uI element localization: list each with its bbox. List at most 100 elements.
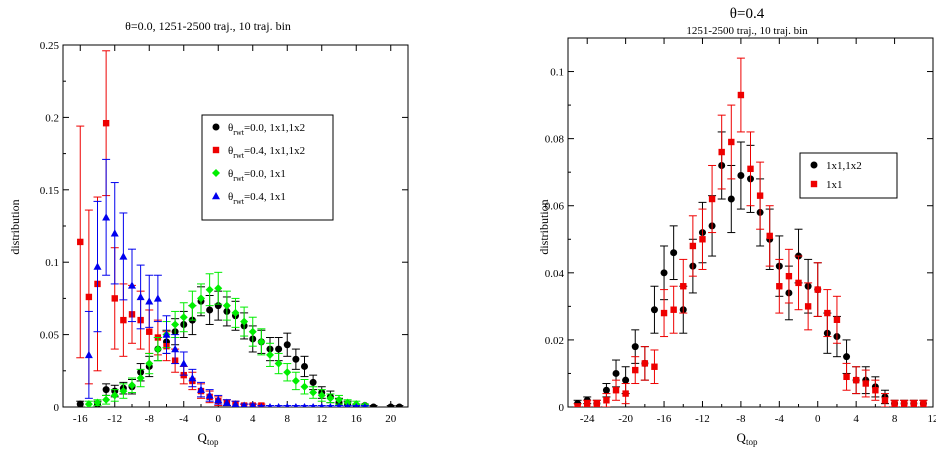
chart-left-data-point bbox=[285, 403, 290, 407]
chart-left-data-point bbox=[266, 350, 274, 359]
chart-left-series-3 bbox=[84, 158, 369, 407]
chart-left-legend-label-pre: θ bbox=[228, 168, 233, 180]
chart-right-data-point bbox=[622, 376, 630, 384]
chart-right-data-point bbox=[727, 195, 735, 203]
chart-left-legend-label-sub: rwt bbox=[233, 128, 244, 137]
chart-left-xtick-label: 16 bbox=[351, 413, 363, 425]
chart-left-data-point bbox=[302, 403, 307, 407]
chart-right-xtick-label: -12 bbox=[695, 413, 710, 425]
chart-left-data-point bbox=[362, 403, 368, 407]
chart-left-legend-marker bbox=[212, 146, 220, 154]
chart-left-data-point bbox=[110, 229, 119, 237]
chart-left-legend-label-text: =0.0, 1x1,1x2 bbox=[244, 122, 305, 134]
chart-left-xtick-label: 4 bbox=[250, 413, 256, 425]
chart-left-data-point bbox=[153, 345, 162, 354]
chart-left: θ=0.0, 1251-2500 traj., 10 traj. bin -16… bbox=[8, 19, 409, 447]
chart-right-data-point bbox=[708, 195, 716, 203]
chart-left-xtick-label: 0 bbox=[216, 413, 222, 425]
chart-right-data-point bbox=[612, 369, 620, 377]
chart-left-series-2 bbox=[84, 271, 369, 407]
chart-left-data-point bbox=[162, 330, 171, 338]
chart-left-data-point bbox=[335, 395, 343, 404]
chart-right-data-point bbox=[862, 380, 869, 387]
chart-left-data-point bbox=[136, 374, 145, 383]
chart-right-data-point bbox=[680, 283, 687, 290]
chart-left-data-point bbox=[205, 391, 214, 399]
chart-left-ytick-label: 0.25 bbox=[40, 40, 60, 52]
chart-right-data-point bbox=[728, 138, 735, 146]
chart-left-legend-marker bbox=[212, 192, 220, 200]
chart-right-data-point bbox=[833, 316, 841, 323]
chart-left-data-point bbox=[102, 386, 110, 394]
chart-left-data-point bbox=[214, 395, 223, 403]
chart-left-data-point bbox=[179, 313, 188, 322]
chart-left-data-point bbox=[300, 382, 309, 391]
chart-right-xtick-label: 4 bbox=[853, 413, 859, 425]
chart-left-xlabel-main: Q bbox=[198, 430, 208, 445]
chart-left-data-point bbox=[120, 316, 127, 324]
chart-left-data-point bbox=[292, 355, 300, 363]
chart-right-data-point bbox=[584, 400, 591, 407]
chart-left-data-point bbox=[259, 403, 264, 407]
chart-left-data-point bbox=[119, 387, 128, 396]
chart-left-data-point bbox=[231, 400, 240, 407]
chart-left-data-point bbox=[248, 327, 257, 336]
chart-right-data-point bbox=[660, 269, 668, 277]
chart-left-data-point bbox=[93, 398, 102, 407]
chart-right-ytick-label: 0 bbox=[559, 402, 565, 414]
chart-left-legend-label-text: =0.4, 1x1,1x2 bbox=[244, 145, 305, 157]
chart-right-xlabel-sub: top bbox=[746, 437, 758, 447]
chart-left-data-point bbox=[309, 388, 318, 397]
chart-left-data-point bbox=[336, 403, 342, 407]
chart-left-data-point bbox=[77, 238, 84, 246]
chart-left-ytick-label: 0.15 bbox=[40, 185, 60, 197]
chart-left-legend-marker bbox=[212, 123, 220, 131]
chart-left-legend-label-pre: θ bbox=[228, 122, 233, 134]
chart-right-data-point bbox=[650, 306, 658, 314]
chart-right-data-point bbox=[689, 242, 697, 250]
chart-right-data-point bbox=[785, 272, 793, 280]
chart-right-xlabel: Qtop bbox=[737, 430, 758, 447]
chart-right-ytick-label: 0.02 bbox=[545, 335, 564, 347]
chart-left-data-point bbox=[102, 119, 110, 127]
chart-right-xlabel-main: Q bbox=[737, 430, 747, 445]
chart-left-data-point bbox=[291, 376, 300, 385]
chart-left-data-point bbox=[249, 401, 256, 407]
chart-left-data-point bbox=[205, 285, 214, 294]
chart-right-legend: 1x1,1x2 1x1 bbox=[799, 152, 898, 199]
chart-left-ytick-label: 0 bbox=[54, 402, 60, 414]
chart-right-ytick-label: 0.06 bbox=[545, 201, 565, 213]
chart-left-data-point bbox=[319, 403, 324, 407]
chart-left-data-point bbox=[206, 306, 214, 314]
chart-right-legend-marker bbox=[810, 161, 818, 169]
chart-left-data-point bbox=[283, 368, 292, 377]
chart-left-xtick-label: -16 bbox=[73, 413, 88, 425]
chart-left-data-point bbox=[274, 359, 283, 368]
chart-left-xtick-label: 20 bbox=[385, 413, 397, 425]
chart-left-data-point bbox=[345, 403, 350, 407]
chart-left-legend-marker bbox=[212, 169, 220, 177]
chart-left-data-point bbox=[128, 281, 136, 289]
chart-left-data-point bbox=[267, 403, 273, 407]
chart-left-data-point bbox=[309, 378, 317, 386]
chart-left-xtick-label: -8 bbox=[145, 413, 155, 425]
chart-left-data-point bbox=[257, 337, 266, 346]
chart-right-data-point bbox=[699, 236, 706, 243]
chart-right-xtick-label: 8 bbox=[892, 413, 898, 425]
chart-left-data-point bbox=[102, 213, 111, 221]
chart-right-data-point bbox=[852, 376, 860, 384]
chart-left-data-point bbox=[128, 381, 136, 390]
chart-left-data-point bbox=[102, 395, 111, 404]
chart-left-plot: -16 -12 -8 -4 0 4 8 12 16 20 0 0.05 0.1 0.15 0.2 0.25 bbox=[40, 40, 409, 425]
chart-left-legend-label-text: =0.0, 1x1 bbox=[244, 168, 286, 180]
chart-left-data-point bbox=[145, 297, 154, 305]
chart-left-data-point bbox=[84, 400, 93, 407]
chart-left-legend-label: θrwt=0.0, 1x1,1x2 bbox=[228, 122, 305, 137]
chart-left-data bbox=[76, 50, 404, 407]
chart-left-xlabel: Qtop bbox=[198, 430, 219, 447]
chart-left-data-point bbox=[153, 294, 162, 302]
chart-left-data-point bbox=[146, 328, 153, 335]
chart-left-data-point bbox=[214, 284, 223, 293]
